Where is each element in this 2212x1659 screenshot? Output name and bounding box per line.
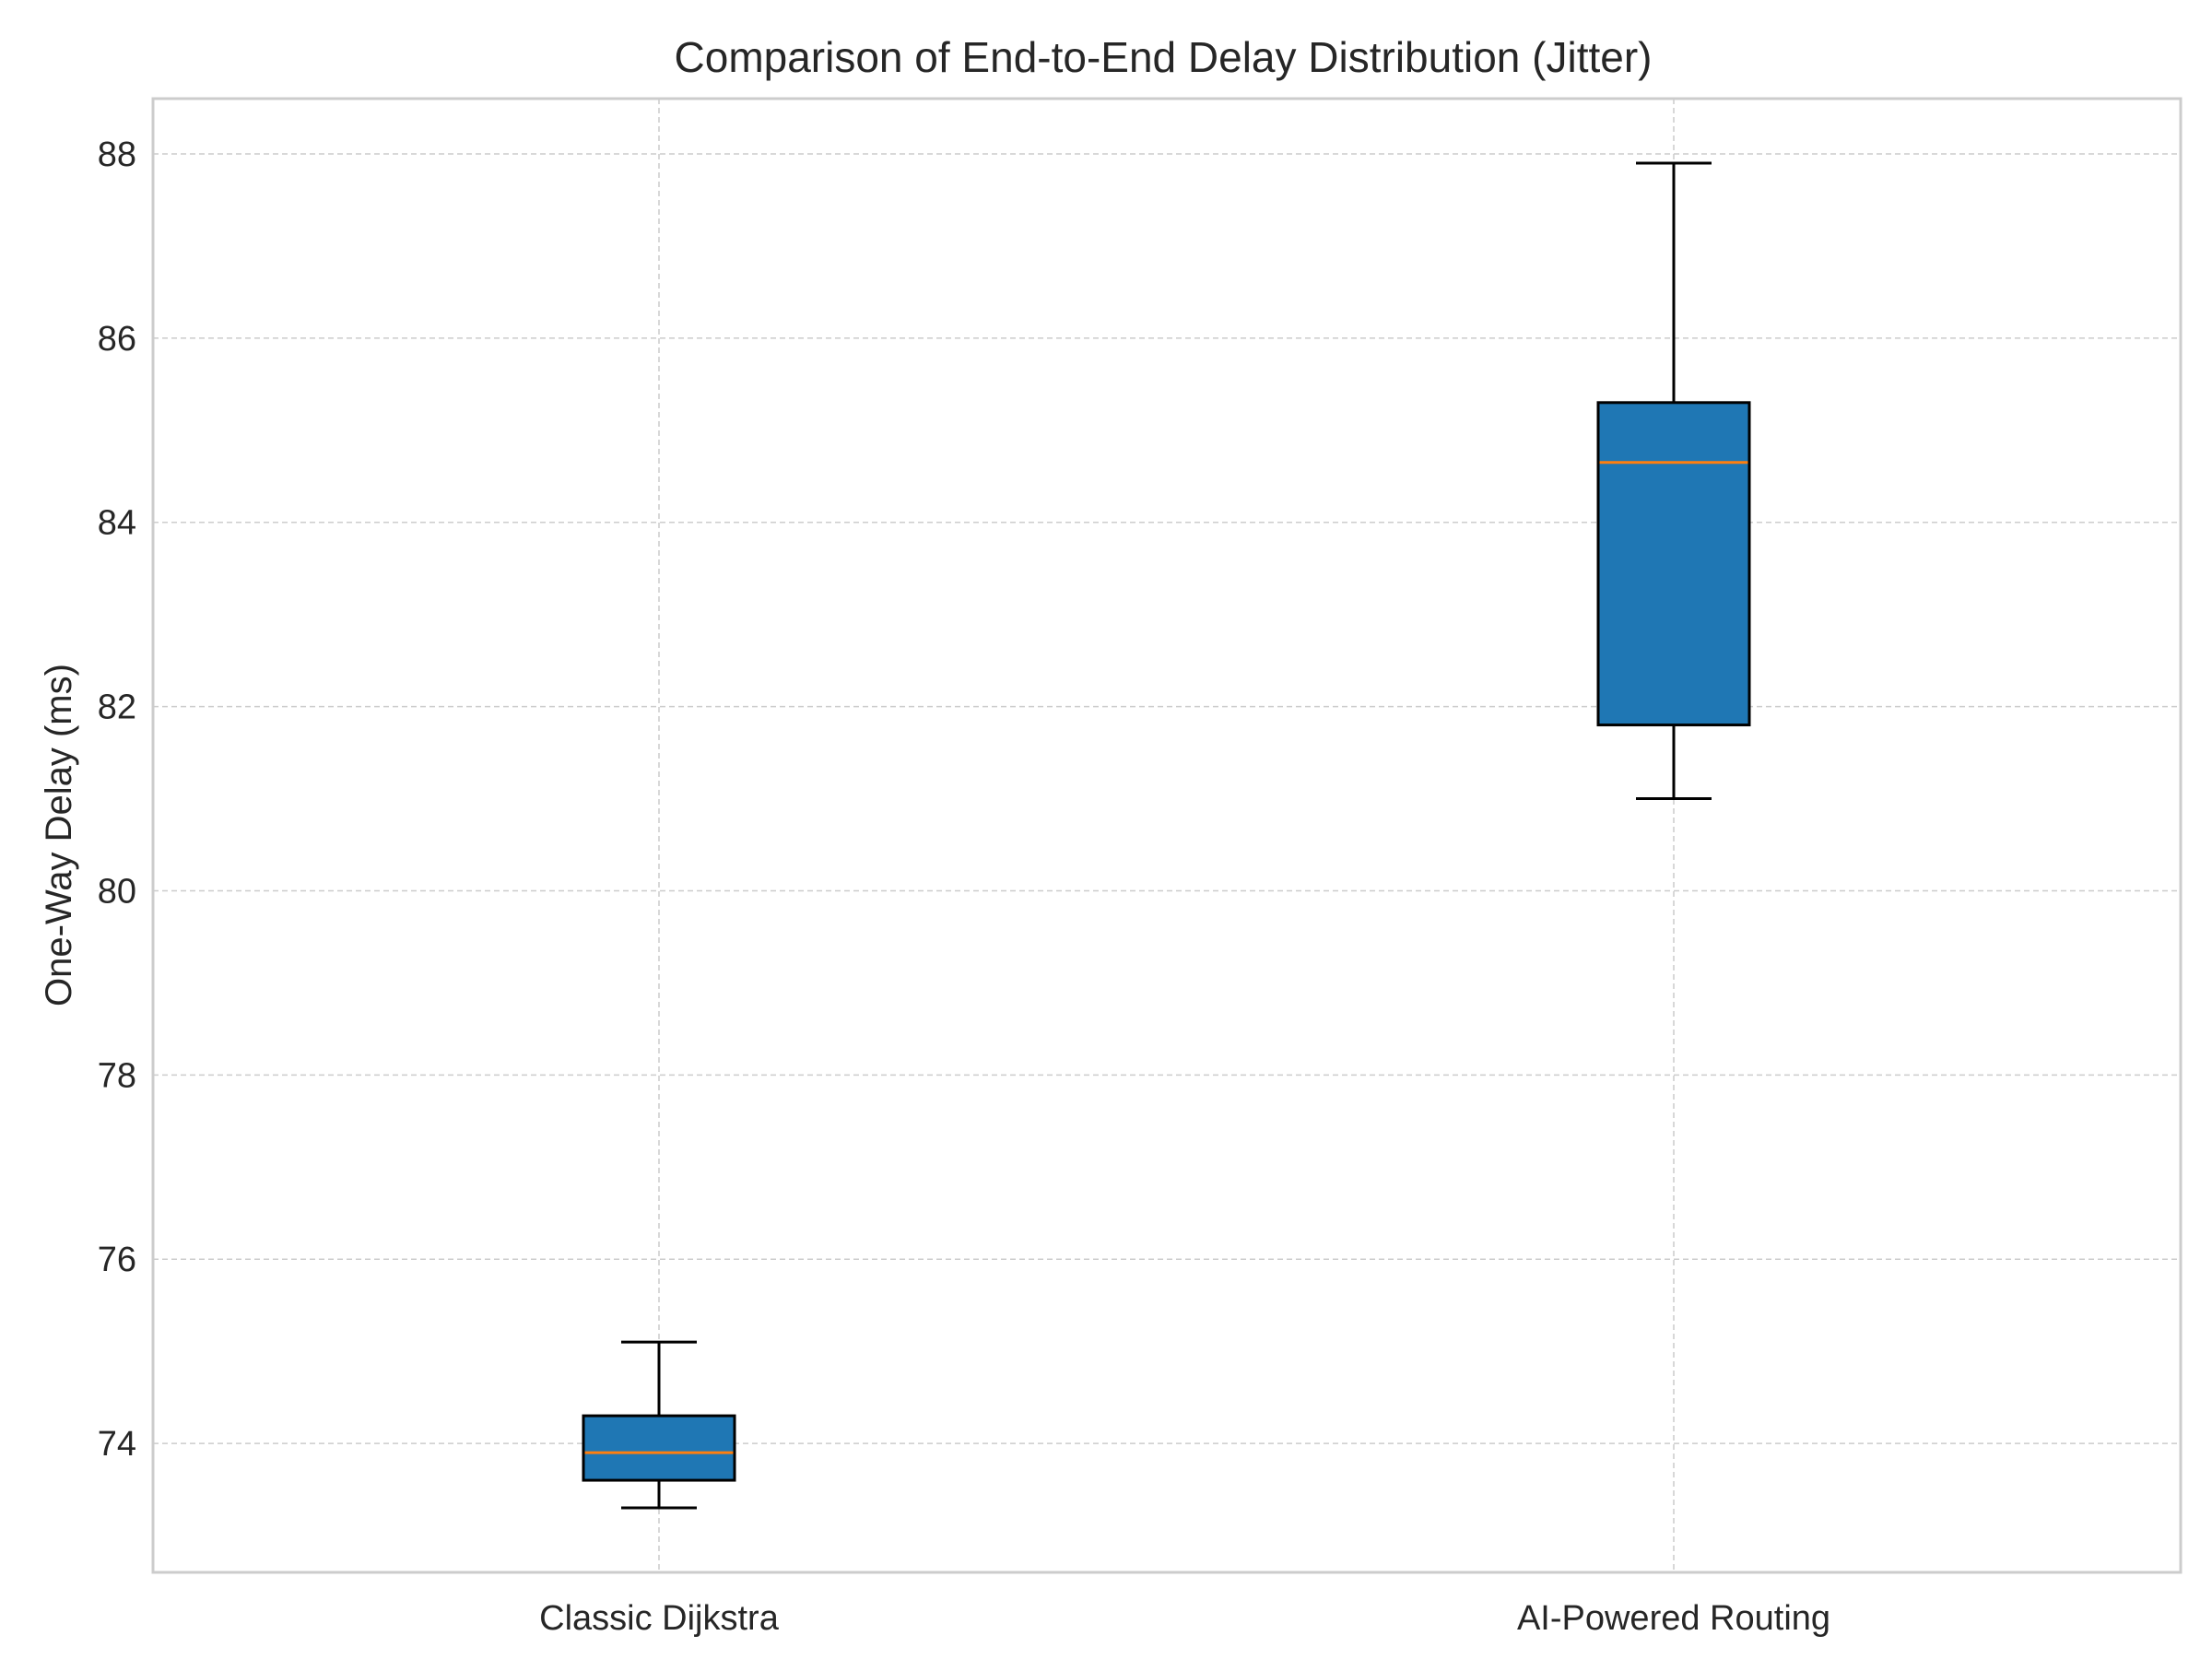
y-tick-label: 74: [98, 1425, 136, 1464]
x-tick-label: Classic Dijkstra: [539, 1599, 780, 1638]
y-tick-label: 84: [98, 504, 136, 543]
x-tick-label: AI-Powered Routing: [1517, 1599, 1830, 1638]
box-group: [582, 1340, 736, 1510]
chart-title: Comparison of End-to-End Delay Distribut…: [675, 33, 1653, 81]
y-tick-labels: 74 76 78 80 82 84 86 88: [98, 135, 136, 1464]
iqr-box: [582, 1414, 736, 1482]
box-series: [582, 161, 1751, 1510]
plot-frame: [151, 97, 2183, 1574]
grid-lines: [153, 99, 2181, 1572]
box-group: [1596, 161, 1751, 801]
y-tick-label: 88: [98, 135, 136, 174]
iqr-box: [1596, 401, 1751, 727]
y-tick-label: 80: [98, 872, 136, 911]
y-tick-label: 82: [98, 688, 136, 727]
y-axis-label: One-Way Delay (ms): [39, 664, 79, 1006]
y-tick-label: 78: [98, 1056, 136, 1095]
y-tick-label: 76: [98, 1241, 136, 1279]
y-tick-label: 86: [98, 320, 136, 359]
x-tick-labels: Classic Dijkstra AI-Powered Routing: [539, 1599, 1830, 1638]
